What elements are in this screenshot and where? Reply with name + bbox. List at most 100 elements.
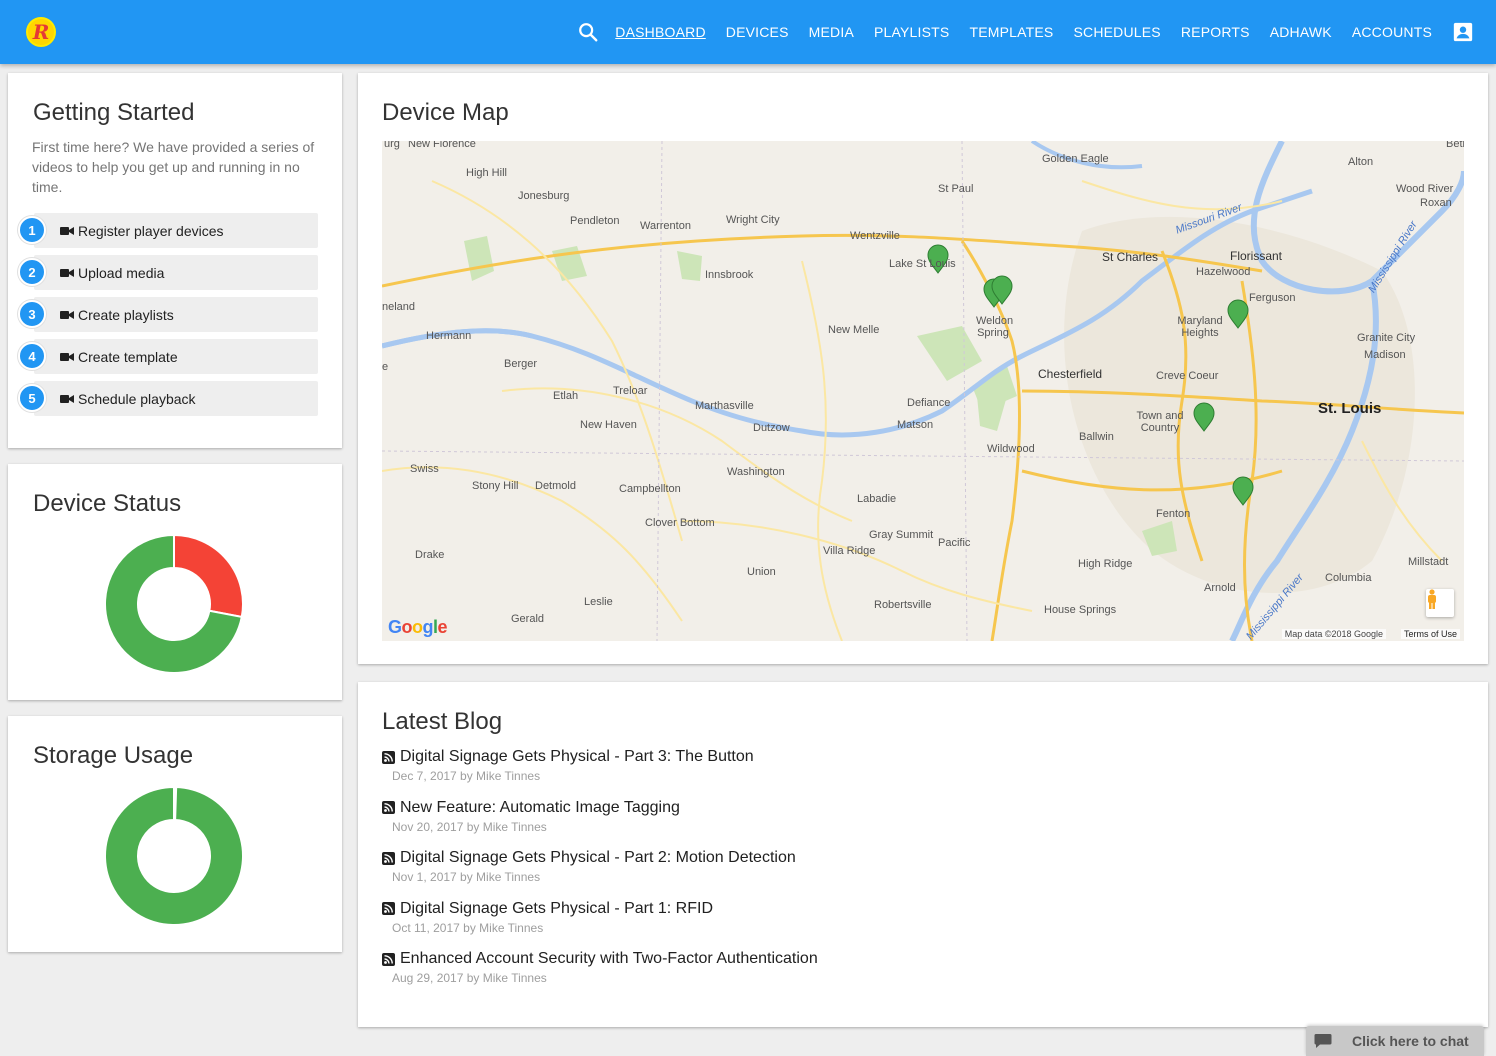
map-label: St Paul [938, 183, 974, 195]
map-label: neland [382, 301, 416, 313]
map-label: New Haven [580, 419, 637, 431]
map-label: Treloar [613, 385, 648, 397]
nav-playlists[interactable]: PLAYLISTS [873, 24, 950, 40]
device-status-donut-chart[interactable] [104, 534, 244, 674]
rss-feed-icon [382, 902, 395, 915]
map-label: Weldon Spring [976, 315, 1014, 339]
map-label: Creve Coeur [1156, 370, 1219, 382]
map-label: urg [384, 141, 400, 150]
map-label: Arnold [1204, 582, 1236, 594]
donut-slice-1[interactable] [104, 786, 244, 926]
storage-usage-card: Storage Usage [8, 716, 342, 952]
map-label: Fenton [1156, 508, 1191, 520]
blog-post-link[interactable]: Digital Signage Gets Physical - Part 1: … [382, 900, 818, 918]
video-camera-icon [60, 268, 74, 277]
street-view-pegman-icon[interactable] [1426, 589, 1454, 617]
nav-reports[interactable]: REPORTS [1180, 24, 1250, 40]
blog-post-link[interactable]: Enhanced Account Security with Two-Facto… [382, 950, 818, 968]
step-number: 3 [18, 300, 46, 328]
step-upload-media[interactable]: 2 Upload media [18, 255, 318, 290]
step-button[interactable]: Schedule playback [34, 381, 318, 416]
step-create-playlists[interactable]: 3 Create playlists [18, 297, 318, 332]
google-logo: Google [388, 617, 448, 637]
map-attribution: Map data ©2018 Google [1281, 629, 1386, 639]
step-button[interactable]: Create template [34, 339, 318, 374]
nav-adhawk[interactable]: ADHAWK [1269, 24, 1332, 40]
step-button[interactable]: Upload media [34, 255, 318, 290]
map-label: Millstadt [1408, 556, 1449, 568]
step-label: Schedule playback [78, 390, 196, 407]
step-schedule-playback[interactable]: 5 Schedule playback [18, 381, 318, 416]
account-box-icon[interactable] [1452, 21, 1474, 43]
device-map-title: Device Map [382, 99, 509, 126]
map-label: Jonesburg [518, 190, 570, 202]
device-status-title: Device Status [33, 490, 182, 517]
nav-schedules[interactable]: SCHEDULES [1073, 24, 1161, 40]
blog-post-title: Enhanced Account Security with Two-Facto… [400, 950, 818, 967]
getting-started-intro: First time here? We have provided a seri… [32, 139, 315, 195]
map-label: Dutzow [753, 422, 790, 434]
blog-post-title: Digital Signage Gets Physical - Part 3: … [400, 748, 754, 765]
getting-started-title: Getting Started [33, 99, 195, 126]
nav-dashboard[interactable]: DASHBOARD [615, 24, 706, 40]
blog-post-meta: Aug 29, 2017 by Mike Tinnes [392, 971, 547, 985]
rss-feed-icon [382, 801, 395, 814]
latest-blog-card: Latest Blog Digital Signage Gets Physica… [358, 682, 1488, 1027]
donut-slice-0[interactable] [173, 534, 244, 619]
storage-usage-donut-chart[interactable] [104, 786, 244, 926]
map-label: Wildwood [987, 443, 1035, 455]
map-label: Ferguson [1249, 292, 1296, 304]
device-map-card: Device Map [358, 73, 1488, 664]
map-label: Drake [415, 549, 445, 561]
main-nav: DASHBOARD DEVICES MEDIA PLAYLISTS TEMPLA… [577, 0, 1474, 64]
step-button[interactable]: Create playlists [34, 297, 318, 332]
chat-launcher-button[interactable]: Click here to chat [1306, 1026, 1484, 1056]
map-label: New Melle [828, 324, 880, 336]
blog-post-title: New Feature: Automatic Image Tagging [400, 798, 680, 816]
nav-devices[interactable]: DEVICES [725, 24, 789, 40]
nav-templates[interactable]: TEMPLATES [969, 24, 1054, 40]
map-label: High Hill [466, 167, 507, 179]
step-label: Create playlists [78, 306, 174, 323]
video-camera-icon [60, 394, 74, 403]
video-camera-icon [60, 310, 74, 319]
map-label: Town and Country [1136, 410, 1184, 434]
map-label: Pendleton [570, 215, 620, 227]
step-create-template[interactable]: 4 Create template [18, 339, 318, 374]
map-label: Madison [1364, 349, 1406, 361]
map-label: Hermann [426, 330, 472, 342]
blog-post-link[interactable]: New Feature: Automatic Image Tagging [382, 799, 818, 817]
brand-logo[interactable]: R [26, 17, 56, 47]
rss-feed-icon [382, 851, 395, 865]
nav-accounts[interactable]: ACCOUNTS [1351, 24, 1432, 40]
map-label: Defiance [907, 397, 951, 409]
map-label: Wood River [1396, 183, 1454, 195]
top-app-bar: R DASHBOARD DEVICES MEDIA PLAYLISTS TEMP… [0, 0, 1496, 64]
search-icon[interactable] [577, 21, 599, 43]
map-label: Detmold [535, 480, 576, 492]
step-register-devices[interactable]: 1 Register player devices [18, 213, 318, 248]
map-terms-link[interactable]: Terms of Use [1400, 629, 1460, 639]
step-number: 5 [18, 384, 46, 412]
step-number: 1 [18, 216, 46, 244]
donut-slice-1[interactable] [104, 534, 243, 674]
blog-post-list: Digital Signage Gets Physical - Part 3: … [382, 748, 818, 1001]
map-base-layer [382, 141, 1464, 641]
blog-post: Digital Signage Gets Physical - Part 1: … [382, 900, 818, 951]
map-label: Campbellton [619, 483, 681, 495]
step-label: Register player devices [78, 222, 224, 239]
map-label: Marthasville [695, 400, 754, 412]
device-map[interactable]: urg New Florence Golden Eagle Alton Betl… [382, 141, 1464, 641]
map-label: Lake St Louis [889, 258, 956, 270]
map-pin-icon[interactable] [927, 244, 1254, 506]
map-label: Maryland Heights [1177, 315, 1223, 339]
blog-post-link[interactable]: Digital Signage Gets Physical - Part 2: … [382, 849, 818, 867]
latest-blog-title: Latest Blog [382, 708, 503, 735]
map-label: Pacific [938, 537, 971, 549]
map-label: Florissant [1230, 249, 1283, 263]
blog-post-link[interactable]: Digital Signage Gets Physical - Part 3: … [382, 748, 818, 766]
map-label: Alton [1348, 156, 1374, 168]
nav-media[interactable]: MEDIA [808, 24, 854, 40]
step-button[interactable]: Register player devices [34, 213, 318, 248]
map-label: Etlah [553, 390, 579, 402]
